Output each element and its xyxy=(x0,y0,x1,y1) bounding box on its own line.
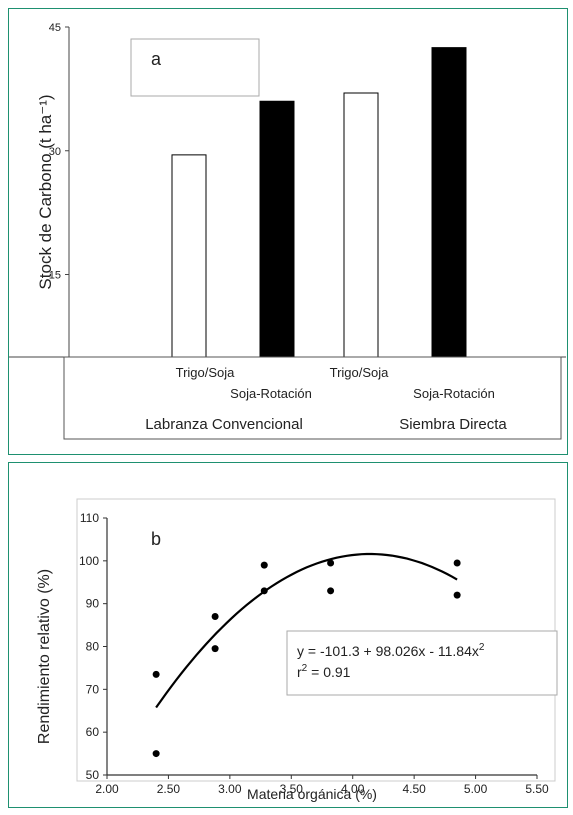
x-axis-label: Materia orgánica (%) xyxy=(247,786,377,802)
r-squared-text: r2 = 0.91 xyxy=(297,663,351,680)
y-tick-label: 110 xyxy=(80,511,99,525)
y-tick-label: 100 xyxy=(79,554,99,568)
data-point-2 xyxy=(152,750,160,758)
group-label-1: Labranza Convencional xyxy=(145,416,303,433)
category-label-3: Trigo/Soja xyxy=(330,365,390,380)
data-point-3 xyxy=(211,613,219,621)
category-label-1: Trigo/Soja xyxy=(176,365,236,380)
chart-panel-a: 15 30 45 Stock de Carbono (t ha⁻¹) a Trigo/So… xyxy=(8,8,568,455)
bar-4 xyxy=(431,47,467,358)
equation-box xyxy=(286,630,558,696)
data-point-10 xyxy=(453,591,461,599)
carbon-stock-bar-chart: 15 30 45 Stock de Carbono (t ha⁻¹) a Trigo/So… xyxy=(9,22,566,440)
y-tick-label: 60 xyxy=(86,725,100,739)
group-label-2: Siembra Directa xyxy=(399,416,507,433)
x-tick-label: 5.50 xyxy=(525,782,549,796)
bar-2 xyxy=(259,100,295,358)
data-point-6 xyxy=(260,587,268,595)
x-tick-label: 2.00 xyxy=(95,782,119,796)
x-tick-label: 3.00 xyxy=(218,782,242,796)
category-label-4: Soja-Rotación xyxy=(413,386,495,401)
bar-1 xyxy=(171,154,207,358)
panel-label: b xyxy=(151,529,161,549)
data-point-9 xyxy=(453,559,461,567)
y-tick-label: 80 xyxy=(86,640,100,654)
y-axis-label: Rendimiento relativo (%) xyxy=(36,569,53,744)
category-label-2: Soja-Rotación xyxy=(230,386,312,401)
data-point-8 xyxy=(327,587,335,595)
data-point-7 xyxy=(327,559,335,567)
x-tick-label: 4.50 xyxy=(402,782,426,796)
relative-yield-scatter-chart: 50 60 70 80 90 100 110 2.00 2.50 3.00 3.50 4.00 4.50… xyxy=(36,498,558,802)
category-box xyxy=(63,356,562,440)
data-point-4 xyxy=(211,645,219,653)
equation-superscript: 2 xyxy=(479,642,485,653)
chart-panel-b: 50 60 70 80 90 100 110 2.00 2.50 3.00 3.50 4.00 4.50… xyxy=(8,462,568,808)
x-tick-label: 3.50 xyxy=(280,782,304,796)
r-squared-superscript: 2 xyxy=(302,663,308,674)
y-tick-label: 90 xyxy=(86,597,100,611)
data-point-5 xyxy=(260,561,268,569)
r-squared-label: r xyxy=(297,664,302,680)
y-tick-label: 15 xyxy=(49,270,61,282)
x-tick-label: 5.00 xyxy=(464,782,488,796)
equation-main: y = -101.3 + 98.026x - 11.84x xyxy=(297,643,479,659)
y-tick-label: 45 xyxy=(49,22,61,34)
y-tick-label: 30 xyxy=(49,146,61,158)
bar-3 xyxy=(343,92,379,358)
panel-label-box xyxy=(130,38,260,97)
equation-text: y = -101.3 + 98.026x - 11.84x2 xyxy=(297,642,485,659)
y-tick-label: 50 xyxy=(86,768,100,782)
y-axis-label: Stock de Carbono (t ha⁻¹) xyxy=(36,94,55,289)
regression-curve xyxy=(155,552,458,709)
data-point-1 xyxy=(152,670,160,678)
r-squared-value: = 0.91 xyxy=(307,664,350,680)
panel-label: a xyxy=(151,49,162,69)
y-tick-label: 70 xyxy=(86,682,100,696)
x-tick-label: 2.50 xyxy=(157,782,181,796)
x-tick-label: 4.00 xyxy=(341,782,365,796)
